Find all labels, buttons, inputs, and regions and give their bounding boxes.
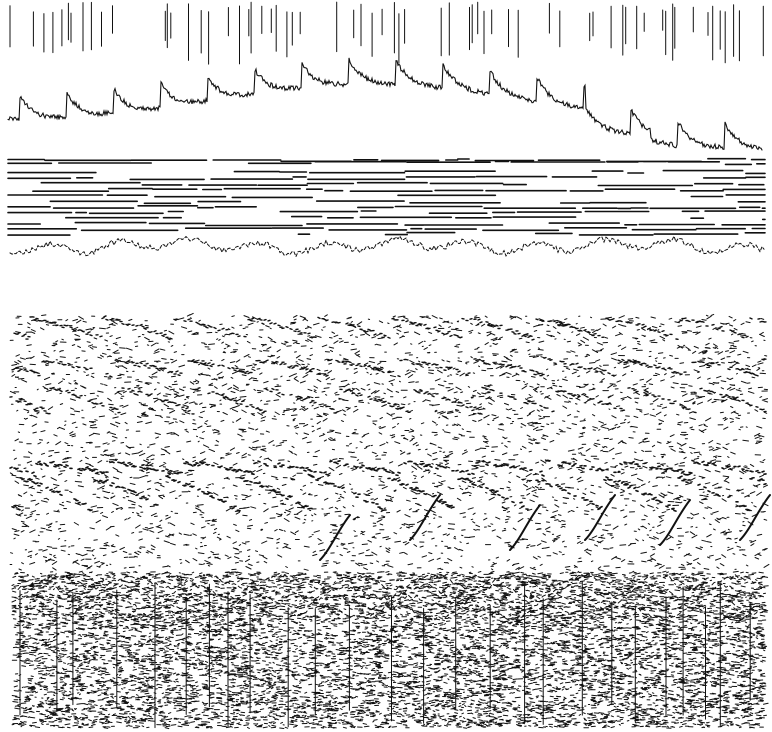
page: (() => { const data = JSON.parse(documen… (0, 0, 772, 732)
seismic-record (0, 0, 772, 732)
